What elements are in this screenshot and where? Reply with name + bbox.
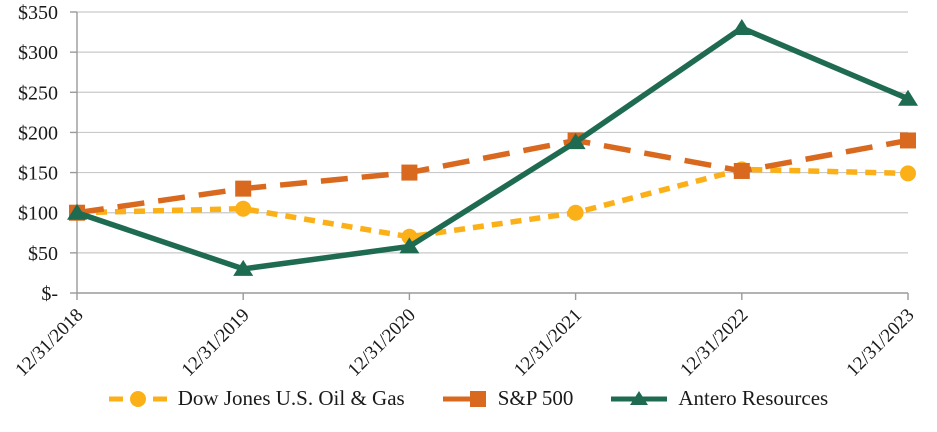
chart-plot-area: $- $50 $100 $150 $200 $250 $300 $350 12/31/2018 1… (11, 2, 918, 381)
legend-item-dow-jones: Dow Jones U.S. Oil & Gas (108, 386, 405, 411)
legend-label-dow-jones: Dow Jones U.S. Oil & Gas (177, 386, 405, 410)
data-point-circle (900, 165, 916, 182)
swatch-dash (442, 396, 471, 401)
data-point-square (733, 162, 750, 179)
swatch-dash (152, 396, 167, 401)
data-point-triangle (233, 259, 254, 276)
y-tick-label: $350 (18, 2, 58, 24)
y-tick-label: $150 (18, 163, 58, 185)
data-point-circle (235, 200, 252, 217)
swatch-dash (108, 396, 123, 401)
swatch-circle (129, 390, 146, 407)
legend-swatch-sp500-icon (442, 390, 486, 407)
y-tick-label: $- (41, 283, 58, 305)
legend-label-sp500: S&P 500 (497, 386, 574, 410)
x-tick-label: 12/31/2018 (11, 305, 87, 381)
x-tick-label: 12/31/2019 (178, 305, 254, 381)
data-point-square (900, 132, 916, 149)
data-point-triangle (731, 19, 752, 36)
y-tick-label: $100 (18, 203, 58, 225)
data-point-triangle (898, 89, 918, 106)
data-point-square (401, 164, 418, 181)
data-point-square (235, 180, 252, 197)
legend-swatch-dow-jones-icon (108, 390, 167, 407)
x-tick-label: 12/31/2021 (510, 305, 586, 381)
y-tick-label: $200 (18, 122, 58, 144)
legend-item-antero: Antero Resources (611, 386, 828, 411)
data-point-triangle (565, 133, 586, 150)
series-line-1 (76, 137, 909, 216)
x-tick-label: 12/31/2023 (842, 305, 918, 381)
swatch-triangle (630, 390, 649, 405)
legend-swatch-antero-icon (611, 390, 668, 405)
y-tick-label: $50 (28, 243, 58, 265)
legend-label-antero: Antero Resources (678, 386, 829, 410)
x-tick-label: 12/31/2022 (676, 305, 752, 381)
x-tick-label: 12/31/2020 (344, 305, 420, 381)
series-line-2 (76, 25, 910, 272)
y-tick-label: $300 (18, 42, 58, 64)
data-point-triangle (67, 203, 87, 220)
chart-legend: Dow Jones U.S. Oil & Gas S&P 500 Antero … (0, 386, 937, 411)
legend-item-sp500: S&P 500 (442, 386, 574, 411)
data-point-circle (567, 204, 584, 221)
series-line-0 (76, 166, 909, 240)
swatch-square (469, 390, 486, 407)
data-point-triangle (399, 237, 420, 254)
y-tick-label: $250 (18, 82, 58, 104)
